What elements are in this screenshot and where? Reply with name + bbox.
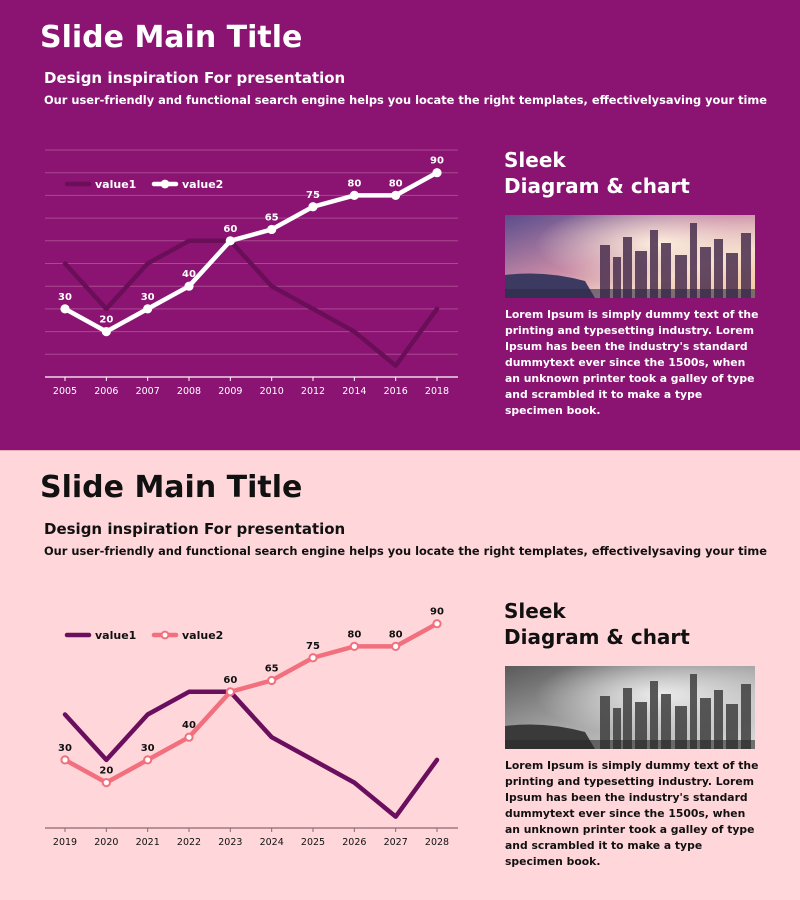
- x-tick-label: 2026: [342, 837, 366, 848]
- side-title-line2: Diagram & chart: [504, 625, 690, 649]
- data-label: 75: [306, 641, 320, 652]
- side-title-line1: Sleek: [504, 148, 566, 172]
- slide-description: Our user-friendly and functional search …: [44, 544, 768, 558]
- x-tick-label: 2021: [136, 837, 160, 848]
- side-title-line1: Sleek: [504, 599, 566, 623]
- data-point: [349, 190, 359, 201]
- city-photo: [505, 666, 755, 749]
- series-line-value1: [62, 689, 440, 819]
- legend-label: value2: [182, 178, 223, 191]
- series-line-value2: [62, 621, 440, 785]
- data-label: 40: [182, 269, 196, 280]
- body-text: Lorem Ipsum is simply dummy text of the …: [505, 308, 759, 417]
- line-chart: 2019 2020 2021 2022 2023 2024 2025 2026 2027 2028…: [45, 607, 458, 848]
- series-line-value1: [62, 238, 440, 368]
- x-tick-label: 2028: [425, 837, 449, 848]
- legend-marker: [160, 179, 170, 189]
- data-label: 40: [182, 720, 196, 731]
- data-label: 80: [347, 629, 361, 640]
- x-tick-label: 2022: [177, 837, 201, 848]
- data-label: 30: [58, 292, 72, 303]
- x-tick-label: 2020: [94, 837, 118, 848]
- x-tick-label: 2008: [177, 386, 201, 397]
- data-label: 30: [141, 292, 155, 303]
- data-label: 80: [389, 178, 403, 189]
- body-text: Lorem Ipsum is simply dummy text of the …: [505, 759, 759, 868]
- data-label: 65: [265, 212, 279, 223]
- data-point: [60, 755, 70, 765]
- data-label: 20: [99, 766, 113, 777]
- x-tick-label: 2005: [53, 386, 77, 397]
- city-photo: [505, 215, 755, 298]
- x-tick-label: 2024: [260, 837, 284, 848]
- slide-purple: Slide Main Title Design inspiration For …: [0, 0, 800, 450]
- data-point: [101, 327, 111, 337]
- data-point: [143, 755, 153, 765]
- data-point: [432, 168, 442, 178]
- side-title-line2: Diagram & chart: [504, 174, 690, 198]
- legend-item-value2: value2: [151, 178, 223, 191]
- data-point: [60, 304, 70, 314]
- data-label: 30: [141, 743, 155, 754]
- data-label: 30: [58, 743, 72, 754]
- slide-subtitle: Design inspiration For presentation: [44, 520, 346, 538]
- data-label: 90: [430, 156, 444, 167]
- slide-subtitle: Design inspiration For presentation: [44, 69, 346, 87]
- x-tick-label: 2007: [136, 386, 160, 397]
- data-label: 80: [389, 629, 403, 640]
- series-line-value2: [62, 170, 440, 334]
- data-label: 90: [430, 607, 444, 618]
- x-tick-label: 2012: [301, 386, 325, 397]
- side-title: Sleek Diagram & chart: [504, 598, 690, 650]
- legend-label: value1: [95, 178, 136, 191]
- data-point: [101, 778, 111, 788]
- slide-pink: Slide Main Title Design inspiration For …: [0, 450, 800, 900]
- x-tick-label: 2009: [218, 386, 242, 397]
- data-point: [267, 675, 277, 686]
- x-tick-label: 2006: [94, 386, 118, 397]
- data-point: [391, 190, 401, 201]
- legend-item-value1: value1: [64, 178, 136, 191]
- legend-item-value1: value1: [64, 629, 136, 642]
- x-tick-label: 2010: [260, 386, 284, 397]
- data-point: [184, 732, 194, 742]
- data-label: 65: [265, 663, 279, 674]
- data-point: [308, 202, 318, 212]
- legend-marker: [160, 630, 170, 640]
- slide-title: Slide Main Title: [40, 20, 303, 55]
- x-tick-label: 2014: [342, 386, 366, 397]
- data-label: 60: [223, 675, 237, 686]
- x-tick-label: 2019: [53, 837, 77, 848]
- data-point: [143, 304, 153, 314]
- x-tick-label: 2018: [425, 386, 449, 397]
- data-point: [225, 236, 235, 246]
- data-label: 60: [223, 224, 237, 235]
- data-label: 75: [306, 190, 320, 201]
- data-label: 20: [99, 315, 113, 326]
- legend-label: value2: [182, 629, 223, 642]
- slide-title: Slide Main Title: [40, 470, 303, 505]
- legend-label: value1: [95, 629, 136, 642]
- line-chart: 2005 2006 2007 2008 2009 2010 2012 2014 2016 2018…: [45, 149, 458, 397]
- data-point: [308, 653, 318, 663]
- slide-description: Our user-friendly and functional search …: [44, 93, 768, 107]
- data-point: [391, 641, 401, 652]
- x-tick-label: 2023: [218, 837, 242, 848]
- legend-item-value2: value2: [151, 629, 223, 642]
- data-label: 80: [347, 178, 361, 189]
- x-tick-label: 2027: [384, 837, 408, 848]
- data-point: [432, 619, 442, 629]
- data-point: [267, 224, 277, 235]
- x-tick-label: 2016: [384, 386, 408, 397]
- side-title: Sleek Diagram & chart: [504, 147, 690, 199]
- data-point: [184, 281, 194, 291]
- data-point: [225, 687, 235, 697]
- data-point: [349, 641, 359, 652]
- x-tick-label: 2025: [301, 837, 325, 848]
